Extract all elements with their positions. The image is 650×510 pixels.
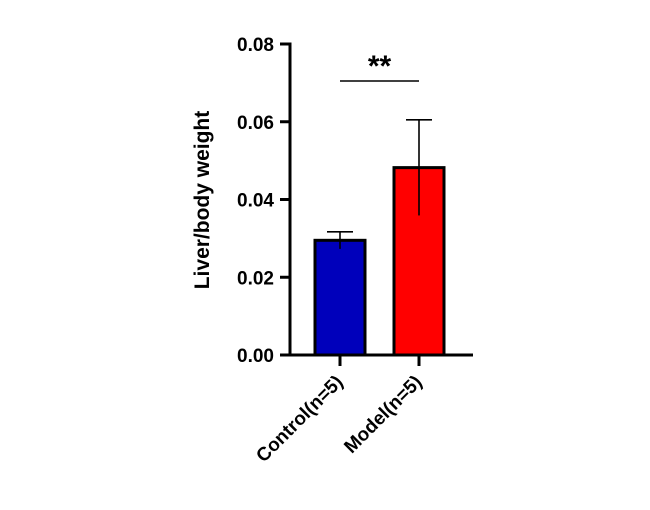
y-tick-label: 0.00 — [237, 346, 274, 367]
bars — [313, 119, 446, 357]
x-axis: Control(n=5)Model(n=5) — [252, 353, 473, 467]
y-tick-label: 0.02 — [237, 268, 274, 289]
x-category-label: Control(n=5) — [252, 372, 347, 467]
y-axis-title: Liver/body weight — [191, 111, 214, 290]
error-bar — [406, 119, 432, 216]
y-tick-label: 0.06 — [237, 113, 274, 134]
y-axis: 0.00 0.02 0.04 0.06 0.08 — [237, 35, 292, 367]
y-tick-label: 0.04 — [237, 191, 274, 212]
significance-annotation: ** — [340, 50, 419, 83]
bar-control — [313, 238, 367, 357]
significance-label: ** — [368, 50, 392, 83]
x-category-label: Model(n=5) — [340, 372, 426, 458]
y-tick-label: 0.08 — [237, 35, 274, 56]
error-bar — [327, 230, 353, 249]
